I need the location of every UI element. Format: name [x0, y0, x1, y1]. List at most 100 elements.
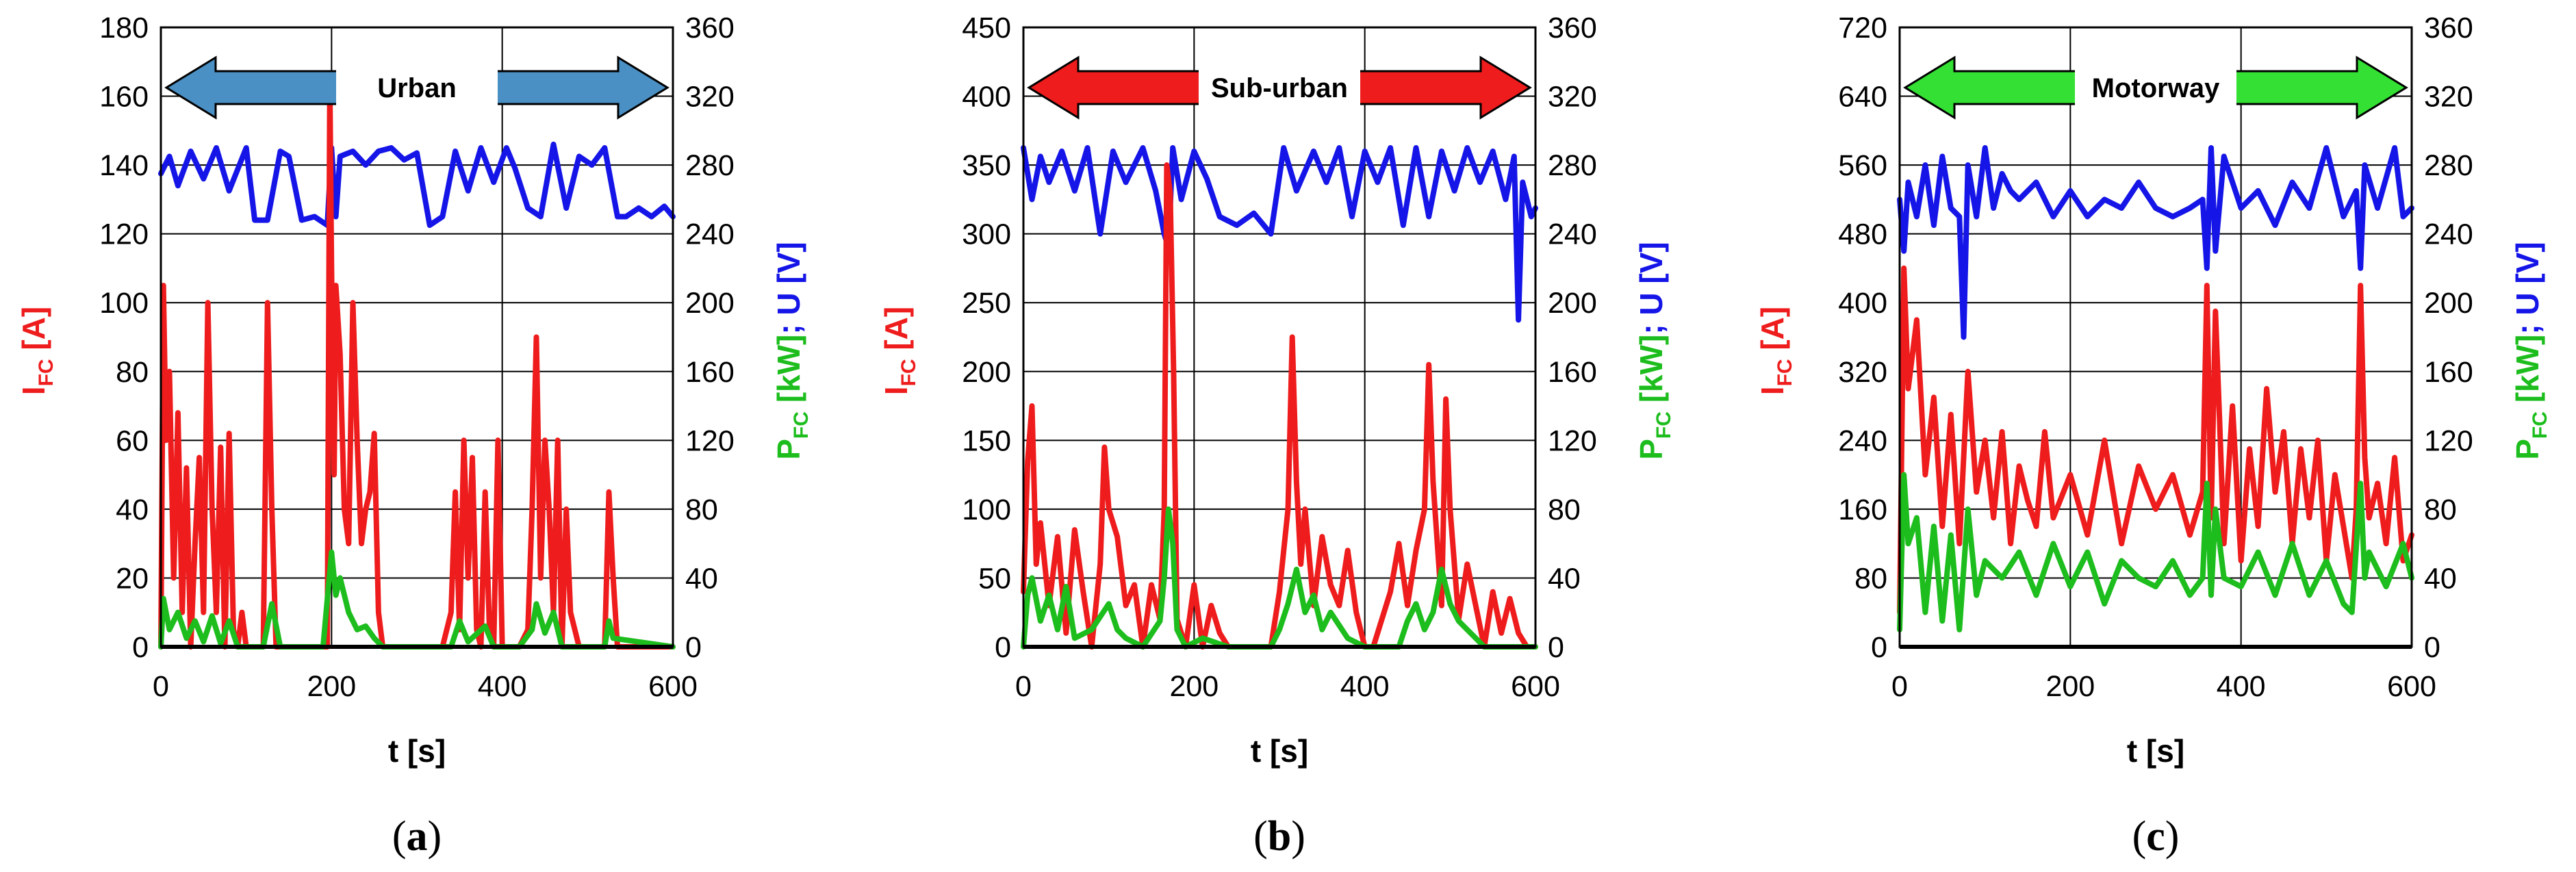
right-tick-label: 240	[2424, 218, 2473, 251]
x-axis-title: t [s]	[2127, 733, 2184, 769]
right-tick-label: 280	[2424, 149, 2473, 182]
panel-caption-close: )	[2165, 813, 2180, 860]
right-tick-label: 320	[2424, 81, 2473, 114]
left-tick-label: 140	[99, 149, 149, 182]
x-tick-label: 400	[478, 670, 527, 703]
left-tick-label: 100	[99, 287, 149, 320]
series-p-fc-line	[158, 549, 676, 650]
right-axis-title-p: P	[1633, 439, 1669, 460]
panel-caption: (b)	[1253, 813, 1305, 860]
right-axis-title-p-sub: FC	[1653, 411, 1675, 439]
right-tick-label: 240	[1548, 218, 1597, 251]
left-tick-label: 250	[962, 287, 1011, 320]
right-axis-title-u: U [V]	[1633, 242, 1669, 315]
right-tick-label: 40	[2424, 562, 2457, 595]
left-tick-label: 80	[1854, 562, 1887, 595]
right-tick-label: 120	[685, 424, 735, 457]
right-axis-title-p: P	[771, 439, 806, 460]
right-tick-label: 160	[1548, 356, 1597, 389]
left-tick-label: 320	[1838, 356, 1887, 389]
left-tick-label: 300	[962, 218, 1011, 251]
left-tick-label: 400	[1838, 287, 1887, 320]
right-axis-title-p-unit: [kW]	[2510, 335, 2545, 411]
series-u-line	[158, 141, 676, 229]
banner-label-box	[1199, 52, 1360, 123]
right-tick-label: 40	[685, 562, 718, 595]
left-tick-label: 150	[962, 424, 1011, 457]
x-tick-label: 0	[1015, 670, 1032, 703]
right-tick-label: 200	[685, 287, 735, 320]
x-tick-label: 600	[648, 670, 698, 703]
series-i-fc-line	[1897, 265, 2414, 615]
right-tick-label: 200	[2424, 287, 2473, 320]
series-p-fc-line	[1897, 472, 2414, 632]
left-tick-label: 0	[1871, 631, 1887, 664]
right-tick-label: 360	[2424, 12, 2473, 44]
panel-caption: (c)	[2132, 813, 2180, 860]
right-axis-title-sep: ;	[1633, 316, 1669, 335]
right-tick-label: 120	[1548, 424, 1597, 457]
banner-label-box	[336, 52, 498, 123]
right-tick-label: 360	[685, 12, 735, 44]
x-tick-label: 200	[1169, 670, 1219, 703]
x-tick-label: 0	[1891, 670, 1908, 703]
left-tick-label: 120	[99, 218, 149, 251]
left-tick-label: 450	[962, 12, 1011, 44]
panel-caption-open: (	[392, 813, 407, 860]
banner-label: Motorway	[2092, 73, 2220, 103]
x-axis-title: t [s]	[1251, 733, 1308, 769]
left-axis-title-main: I	[16, 386, 51, 395]
chart-panel-c: Motorway 0 80 160 240 320 400 480 560 640 720 0 40 80…	[1755, 12, 2551, 860]
right-tick-label: 80	[685, 493, 718, 526]
right-tick-label: 120	[2424, 424, 2473, 457]
left-axis-title: IFC [A]	[878, 307, 920, 395]
series-u-line	[1897, 145, 2414, 340]
left-tick-label: 100	[962, 493, 1011, 526]
panel-caption-letter: a	[407, 813, 428, 860]
right-tick-label: 320	[1548, 81, 1597, 114]
right-axis-title-p-unit: [kW]	[771, 335, 806, 411]
right-axis-title-sep: ;	[771, 316, 806, 335]
left-axis-title-sub: FC	[897, 359, 920, 386]
left-tick-label: 160	[1838, 493, 1887, 526]
left-tick-label: 0	[995, 631, 1011, 664]
left-axis-title: IFC [A]	[1755, 307, 1796, 395]
right-axis-title-p-unit: [kW]	[1633, 335, 1669, 411]
right-axis-title-p-sub: FC	[2529, 411, 2551, 439]
left-tick-label: 480	[1838, 218, 1887, 251]
left-axis-title-main: I	[1755, 386, 1790, 395]
right-tick-label: 240	[685, 218, 735, 251]
left-tick-label: 60	[116, 424, 149, 457]
right-tick-label: 0	[2424, 631, 2440, 664]
left-axis-title-unit: [A]	[1755, 307, 1790, 359]
right-tick-label: 160	[685, 356, 735, 389]
right-axis-title: PFC [kW]; U [V]	[2510, 242, 2551, 460]
panel-caption-open: (	[2132, 813, 2147, 860]
chart-panel-a: Urban 0 20 40 60 80 100 120 140 160 180 0 40 80 120 160…	[16, 12, 813, 860]
left-tick-label: 350	[962, 149, 1011, 182]
left-tick-label: 200	[962, 356, 1011, 389]
right-axis-title-p-sub: FC	[790, 411, 813, 439]
right-axis-title-u: U [V]	[771, 242, 806, 315]
series-i-fc-line	[1021, 162, 1538, 650]
right-tick-label: 280	[1548, 149, 1597, 182]
panel-caption-close: )	[428, 813, 442, 860]
x-tick-label: 0	[153, 670, 169, 703]
panel-caption: (a)	[392, 813, 442, 860]
left-tick-label: 80	[116, 356, 149, 389]
right-axis-title-p: P	[2510, 439, 2545, 460]
left-axis-title-unit: [A]	[16, 307, 51, 359]
x-tick-label: 600	[1511, 670, 1560, 703]
left-tick-label: 0	[132, 631, 149, 664]
left-tick-label: 20	[116, 562, 149, 595]
left-tick-label: 720	[1838, 12, 1887, 44]
x-tick-label: 200	[307, 670, 356, 703]
series-i-fc-line	[158, 76, 676, 650]
left-axis-title-sub: FC	[35, 359, 58, 386]
banner-label: Sub-urban	[1211, 73, 1348, 103]
chart-panel-b: Sub-urban 0 50 100 150 200 250 300 350 400 450 0 40 8…	[878, 12, 1675, 860]
right-tick-label: 360	[1548, 12, 1597, 44]
x-tick-label: 200	[2045, 670, 2095, 703]
right-axis-title: PFC [kW]; U [V]	[771, 242, 813, 460]
